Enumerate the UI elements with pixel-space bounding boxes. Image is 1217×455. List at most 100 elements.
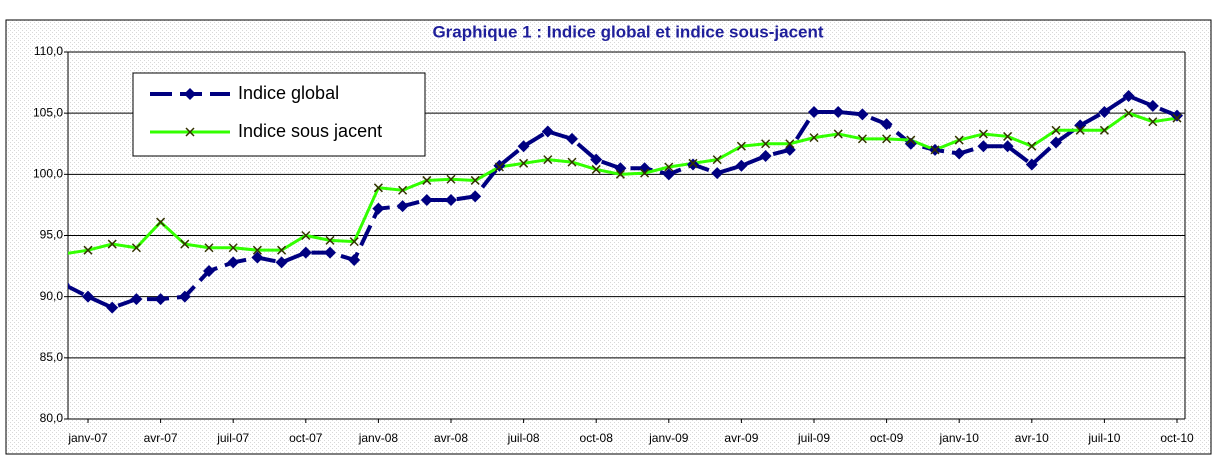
x-tick-label: oct-07 <box>289 431 323 445</box>
marker <box>904 137 917 150</box>
marker <box>494 162 504 172</box>
marker <box>1075 125 1085 135</box>
x-tick-label: juil-10 <box>1087 431 1120 445</box>
marker <box>1099 125 1109 135</box>
marker <box>857 134 867 144</box>
plot <box>68 90 1183 314</box>
legend <box>132 72 426 157</box>
marker <box>977 140 990 153</box>
x-tick-label: avr-07 <box>144 431 178 445</box>
marker <box>953 147 966 160</box>
marker <box>517 140 530 153</box>
marker <box>954 135 964 145</box>
marker <box>251 251 264 264</box>
legend-marker <box>185 127 195 137</box>
y-tick-label: 95,0 <box>40 228 64 242</box>
x-tick-label: avr-10 <box>1015 431 1049 445</box>
marker <box>396 200 409 213</box>
marker <box>324 246 336 259</box>
marker <box>712 155 722 165</box>
x-tick-label: oct-09 <box>870 431 904 445</box>
marker <box>688 158 698 168</box>
marker <box>615 169 625 179</box>
marker <box>591 164 601 174</box>
marker <box>252 245 262 255</box>
marker <box>422 175 432 185</box>
marker <box>1050 136 1062 149</box>
marker <box>493 159 506 172</box>
y-tick-label: 110,0 <box>34 44 63 58</box>
marker <box>1074 119 1087 132</box>
marker <box>1051 125 1061 135</box>
x-tick-label: oct-08 <box>580 431 614 445</box>
x-tick-label: janv-09 <box>648 431 689 445</box>
x-tick-label: janv-07 <box>67 431 108 445</box>
marker <box>372 202 385 215</box>
marker <box>130 293 143 306</box>
y-tick-label: 85,0 <box>40 350 64 364</box>
marker <box>880 118 893 131</box>
marker <box>325 235 335 245</box>
marker <box>107 239 117 249</box>
marker <box>541 125 554 138</box>
marker <box>204 243 214 253</box>
marker <box>735 159 748 172</box>
marker <box>131 243 141 253</box>
marker <box>68 282 70 287</box>
marker <box>420 194 433 207</box>
chart-title: Graphique 1 : Indice global et indice so… <box>432 22 823 41</box>
y-tick-label: 105,0 <box>33 105 63 119</box>
marker <box>833 129 843 139</box>
marker <box>543 155 553 165</box>
marker <box>785 139 795 149</box>
marker <box>178 290 191 303</box>
marker <box>640 168 650 178</box>
marker <box>566 132 578 145</box>
marker <box>156 217 166 227</box>
x-tick-label: juil-09 <box>797 431 830 445</box>
marker <box>1172 113 1182 123</box>
y-tick-label: 100,0 <box>33 167 63 181</box>
marker <box>82 290 94 303</box>
marker <box>203 264 215 277</box>
marker <box>445 194 457 207</box>
marker <box>1001 140 1014 153</box>
marker <box>930 145 940 155</box>
marker <box>736 141 746 151</box>
marker <box>809 133 819 143</box>
x-tick-label: janv-08 <box>358 431 399 445</box>
marker <box>664 162 674 172</box>
legend-marker <box>184 88 196 100</box>
marker <box>1098 105 1111 118</box>
marker <box>83 245 93 255</box>
marker <box>687 158 699 171</box>
x-tick-label: avr-08 <box>434 431 468 445</box>
marker <box>978 129 988 139</box>
marker <box>349 237 359 247</box>
marker <box>882 134 892 144</box>
marker <box>299 246 312 259</box>
marker <box>154 293 167 306</box>
marker <box>567 157 577 167</box>
marker <box>638 162 651 175</box>
marker <box>373 183 383 193</box>
marker <box>470 175 480 185</box>
marker <box>1124 108 1134 118</box>
y-tick-label: 80,0 <box>40 411 64 425</box>
marker <box>180 239 190 249</box>
marker <box>228 243 238 253</box>
marker <box>759 149 772 162</box>
marker <box>1122 90 1135 103</box>
marker <box>906 135 916 145</box>
marker <box>1027 141 1037 151</box>
marker <box>519 158 529 168</box>
legend-label: Indice global <box>238 83 339 103</box>
y-tick-label: 90,0 <box>40 289 64 303</box>
marker <box>761 139 771 149</box>
x-tick-label: oct-10 <box>1160 431 1194 445</box>
marker <box>227 256 240 269</box>
marker <box>590 153 603 166</box>
marker <box>1148 117 1158 127</box>
marker <box>662 168 675 181</box>
